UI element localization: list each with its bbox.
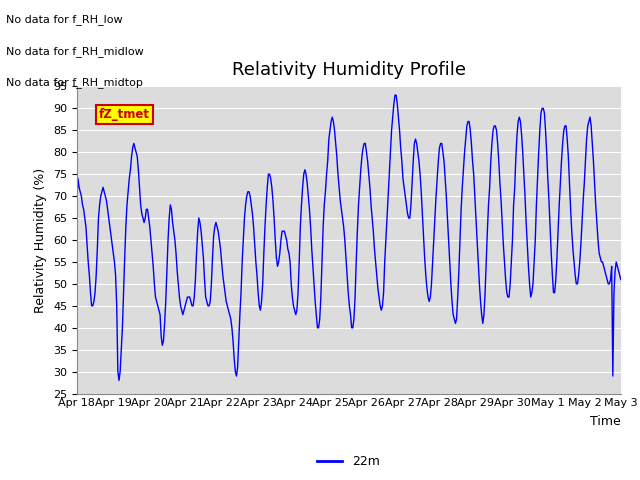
Y-axis label: Relativity Humidity (%): Relativity Humidity (%) xyxy=(35,168,47,312)
Text: No data for f_RH_midlow: No data for f_RH_midlow xyxy=(6,46,144,57)
Text: fZ_tmet: fZ_tmet xyxy=(99,108,150,121)
Title: Relativity Humidity Profile: Relativity Humidity Profile xyxy=(232,61,466,79)
Text: No data for f_RH_midtop: No data for f_RH_midtop xyxy=(6,77,143,88)
Text: No data for f_RH_low: No data for f_RH_low xyxy=(6,14,123,25)
Text: Time: Time xyxy=(590,415,621,428)
Legend: 22m: 22m xyxy=(312,450,385,473)
